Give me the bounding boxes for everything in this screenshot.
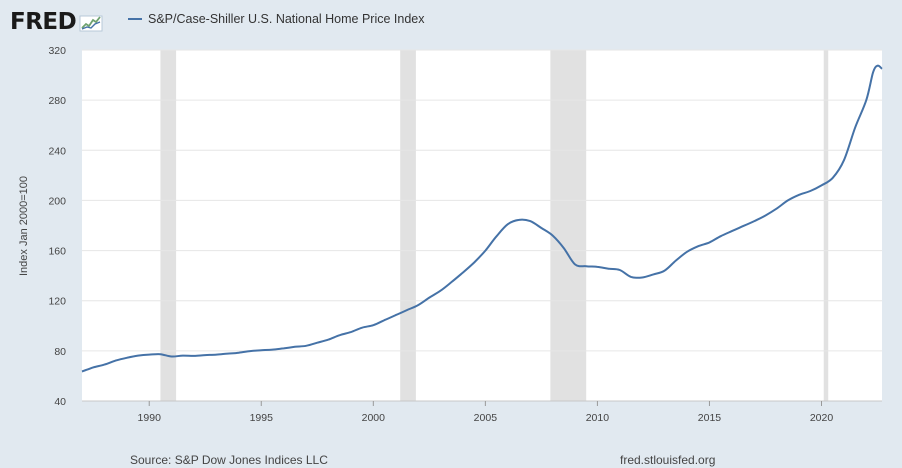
y-tick-label-120: 120	[48, 296, 66, 308]
y-tick-label-160: 160	[48, 246, 66, 258]
y-axis-title: Index Jan 2000=100	[18, 176, 30, 276]
source-credit: Source: S&P Dow Jones Indices LLC	[130, 453, 328, 467]
x-axis: 1990 1995 2000 2005 2010 2015 2020	[82, 400, 882, 424]
y-tick-label-320: 320	[48, 45, 66, 57]
fred-logo-text: FRED	[10, 9, 77, 35]
recession-bands	[160, 50, 829, 401]
x-tick-label-2005: 2005	[474, 412, 498, 424]
y-tick-label-280: 280	[48, 95, 66, 107]
x-tick-label-2010: 2010	[586, 412, 610, 424]
legend-swatch	[128, 18, 142, 20]
gridlines	[82, 49, 882, 352]
trend-graph-icon	[79, 15, 103, 32]
recession-band-3	[823, 50, 829, 401]
y-tick-label-40: 40	[54, 396, 66, 408]
x-tick-label-1995: 1995	[250, 412, 274, 424]
fred-logo[interactable]: FRED	[10, 9, 103, 35]
line-chart: 40 80 120 160 200 240 280 320 1990 1995 2000 2005 2…	[18, 45, 883, 424]
y-tick-label-240: 240	[48, 145, 66, 157]
legend-series-label: S&P/Case-Shiller U.S. National Home Pric…	[148, 12, 425, 26]
series-line-0[interactable]	[81, 64, 883, 373]
chart-header: FRED S&P/Case-Shiller U.S. National Home…	[0, 0, 902, 44]
recession-band-2	[550, 50, 587, 401]
chart-legend: S&P/Case-Shiller U.S. National Home Pric…	[128, 12, 425, 26]
series-layer	[81, 64, 883, 373]
plot-area	[82, 50, 882, 401]
x-tick-label-1990: 1990	[138, 412, 162, 424]
x-tick-label-2000: 2000	[362, 412, 386, 424]
y-tick-label-200: 200	[48, 195, 66, 207]
source-url-link[interactable]: fred.stlouisfed.org	[620, 453, 716, 467]
y-tick-label-80: 80	[54, 346, 66, 358]
recession-band-1	[400, 50, 416, 401]
y-axis: 40 80 120 160 200 240 280 320	[48, 45, 66, 408]
recession-band-0	[160, 50, 177, 401]
x-tick-label-2015: 2015	[698, 412, 722, 424]
x-tick-label-2020: 2020	[810, 412, 834, 424]
